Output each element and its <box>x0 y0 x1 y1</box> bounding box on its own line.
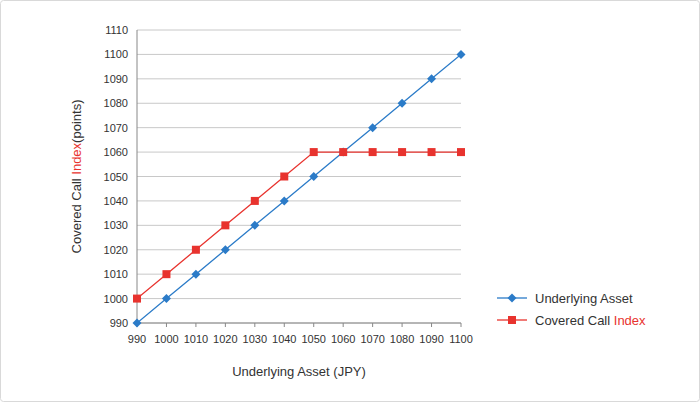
grid-line <box>137 103 461 104</box>
y-tick-label: 1060 <box>104 146 128 158</box>
y-tick-label: 1090 <box>104 73 128 85</box>
x-tick <box>372 323 373 327</box>
legend-marker <box>508 294 517 303</box>
lines <box>137 54 461 323</box>
x-tick <box>195 323 196 327</box>
frame <box>1 1 700 402</box>
series-line <box>137 152 461 299</box>
point <box>310 148 318 156</box>
y-tick-label: 1040 <box>104 195 128 207</box>
grid-line <box>137 274 461 275</box>
grid-line <box>137 323 461 324</box>
y-tick-label: 1110 <box>105 24 128 36</box>
x-tick-label: 990 <box>128 333 146 345</box>
x-axis-label: Underlying Asset (JPY) <box>232 364 366 379</box>
markers <box>133 50 466 328</box>
x-tick-label: 1000 <box>154 333 178 345</box>
y-tick-label: 1050 <box>104 171 128 183</box>
y-axis <box>137 30 138 323</box>
x-tick <box>402 323 403 327</box>
grid-line <box>137 127 461 128</box>
x-tick-label: 1010 <box>184 333 208 345</box>
x-tick-label: 1020 <box>213 333 237 345</box>
point <box>398 148 406 156</box>
y-tick-label: 1070 <box>104 122 128 134</box>
x-tick-label: 1070 <box>360 333 384 345</box>
legend-label: Underlying Asset <box>535 291 633 306</box>
series-line <box>137 54 461 323</box>
grid-line <box>137 30 461 31</box>
grid-line <box>137 298 461 299</box>
point <box>133 319 142 328</box>
point <box>191 270 200 279</box>
grid-line <box>137 200 461 201</box>
x-tick <box>166 323 167 327</box>
x-tick <box>431 323 432 327</box>
point <box>162 270 170 278</box>
point <box>221 245 230 254</box>
x-tick-label: 1050 <box>301 333 325 345</box>
point <box>162 294 171 303</box>
x-tick <box>461 323 462 327</box>
point <box>251 197 259 205</box>
x-tick-label: 1040 <box>272 333 296 345</box>
grid-line <box>137 249 461 250</box>
legend-marker <box>508 316 516 324</box>
x-tick <box>343 323 344 327</box>
point <box>369 148 377 156</box>
point <box>280 196 289 205</box>
y-tick-label: 1030 <box>104 219 128 231</box>
x-tick <box>313 323 314 327</box>
point <box>427 74 436 83</box>
point <box>221 221 229 229</box>
x-tick <box>225 323 226 327</box>
x-tick <box>284 323 285 327</box>
point <box>192 246 200 254</box>
y-tick-label: 1010 <box>104 268 128 280</box>
y-tick-label: 1000 <box>104 293 128 305</box>
point <box>457 148 465 156</box>
grid-line <box>137 176 461 177</box>
x-tick <box>254 323 255 327</box>
point <box>250 221 259 230</box>
point <box>457 50 466 59</box>
legend-label: Covered Call Index <box>535 313 646 328</box>
point <box>339 148 347 156</box>
grid-line <box>137 225 461 226</box>
x-tick-label: 1090 <box>419 333 443 345</box>
x-tick-label: 1030 <box>243 333 267 345</box>
point <box>398 99 407 108</box>
y-tick-label: 1020 <box>104 244 128 256</box>
point <box>133 295 141 303</box>
x-tick-label: 1080 <box>390 333 414 345</box>
point <box>309 172 318 181</box>
x-tick-label: 1100 <box>449 333 473 345</box>
x-axis <box>137 323 461 324</box>
y-tick-label: 1100 <box>104 48 128 60</box>
y-axis-label: Covered Call Index(points) <box>69 100 84 254</box>
grid-line <box>137 54 461 55</box>
legend: Underlying Asset Covered Call Index <box>497 291 646 328</box>
point <box>339 148 348 157</box>
x-tick-label: 1060 <box>331 333 355 345</box>
y-tick-label: 990 <box>110 317 128 329</box>
chart: 990 1000 1010 1020 1030 1040 1050 1060 1070 1080 1… <box>0 0 700 402</box>
grid-line <box>137 78 461 79</box>
point <box>428 148 436 156</box>
y-tick-label: 1080 <box>104 97 128 109</box>
point <box>368 123 377 132</box>
point <box>280 173 288 181</box>
